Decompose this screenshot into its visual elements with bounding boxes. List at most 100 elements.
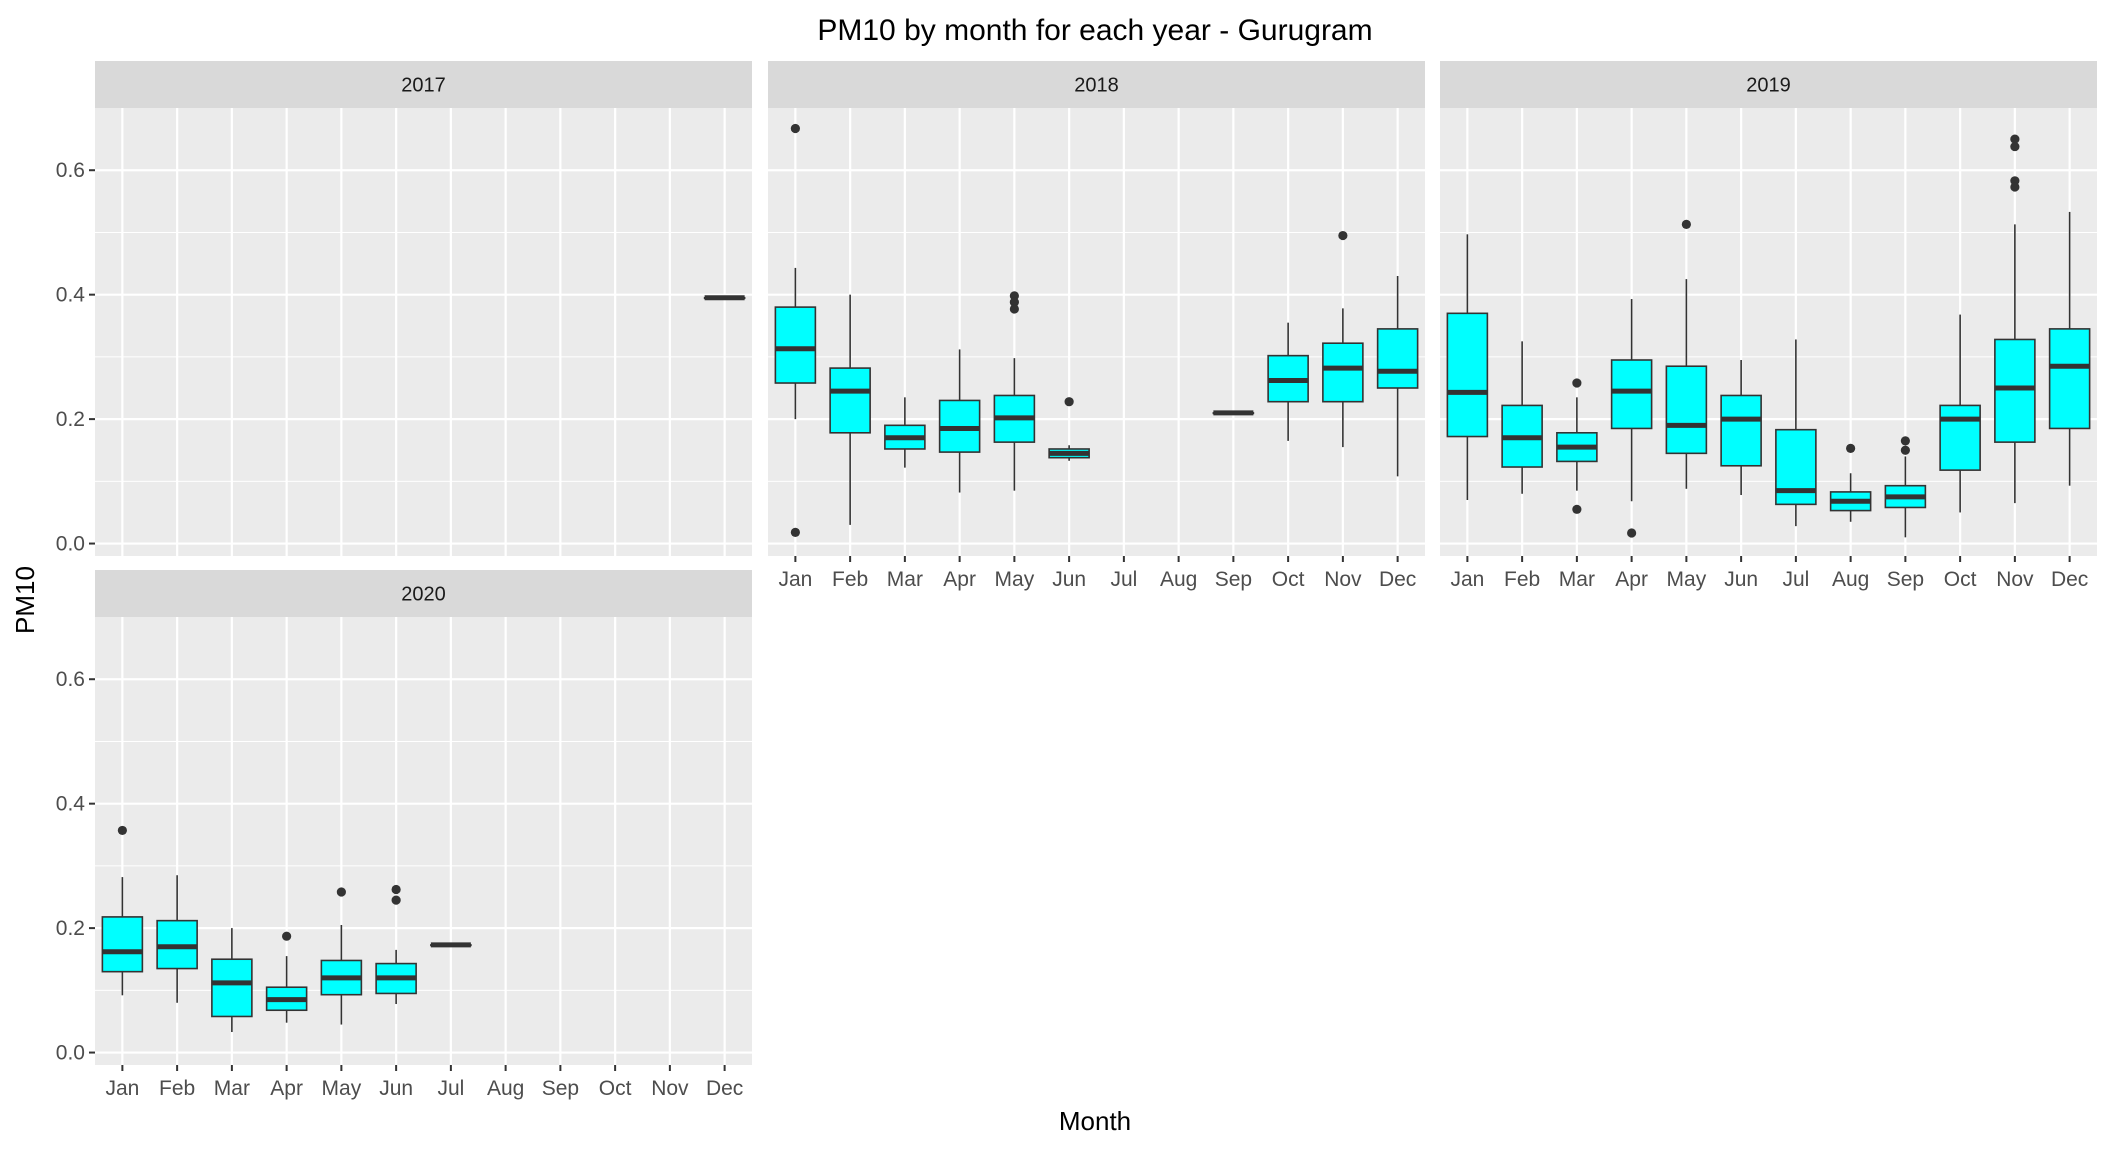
outlier-point [117, 825, 127, 836]
x-tick-label: Feb [832, 568, 868, 591]
facet-strip [768, 61, 1425, 108]
y-tick-label: 0.6 [56, 668, 85, 691]
outlier-point [2010, 141, 2020, 152]
boxplot-2018-dec [1376, 276, 1419, 477]
boxplot-2020-mar [211, 928, 253, 1033]
outlier-point [1627, 528, 1637, 538]
x-tick-label: Apr [270, 1077, 303, 1100]
facet-strip-label: 2020 [401, 584, 446, 606]
facet-strip [1440, 61, 2097, 108]
x-tick-label: May [322, 1077, 362, 1100]
boxplot-2019-apr [1610, 299, 1653, 538]
panels-layer: 2017 0.0 0.2 0.4 0.6 2018 Jan Feb Mar Apr May Jun Ju… [56, 61, 2097, 1100]
outlier-point [1572, 504, 1582, 514]
boxplot-2019-mar [1556, 378, 1598, 514]
outlier-point [282, 931, 292, 941]
x-tick-label: Jul [1782, 568, 1809, 591]
x-tick-label: Jun [1052, 568, 1086, 591]
x-tick-label: Jan [105, 1077, 139, 1100]
outlier-point [2010, 134, 2020, 144]
box-iqr [774, 306, 817, 384]
boxplot-2018-mar [884, 397, 926, 468]
outlier-point [1900, 436, 1910, 446]
box-iqr [2048, 328, 2091, 430]
box-iqr [1446, 312, 1489, 438]
outlier-point [1009, 297, 1019, 307]
box-iqr [1376, 328, 1419, 389]
boxplot-2019-dec [2048, 211, 2091, 486]
facet-strip-label: 2017 [401, 75, 446, 97]
boxplot-2018-oct [1267, 322, 1309, 441]
outlier-point [1900, 445, 1910, 455]
panel-background [768, 108, 1425, 556]
boxplot-2019-may [1665, 219, 1708, 489]
boxplot-2019-jan [1446, 234, 1489, 500]
boxplot-2018-may [993, 291, 1036, 491]
boxplot-2018-jun [1048, 397, 1090, 461]
x-tick-label: Dec [1379, 568, 1416, 591]
x-tick-label: Mar [214, 1077, 250, 1100]
panel-background [95, 617, 752, 1065]
box-iqr [101, 916, 144, 973]
outlier-point [790, 527, 800, 537]
x-tick-label: Aug [487, 1077, 524, 1100]
x-tick-label: May [995, 568, 1035, 591]
x-tick-label: Nov [1996, 568, 2034, 591]
y-tick-label: 0.4 [56, 793, 86, 816]
x-tick-label: Jul [437, 1077, 464, 1100]
y-tick-label: 0.2 [56, 917, 85, 940]
panel-background [1440, 108, 2097, 556]
facet-strip-label: 2019 [1746, 75, 1791, 97]
y-axis-title: PM10 [10, 566, 40, 634]
y-tick-label: 0.2 [56, 408, 85, 431]
x-axis-title: Month [1059, 1106, 1131, 1136]
boxplot-2017-dec [703, 295, 746, 301]
y-tick-label: 0.0 [56, 1042, 85, 1065]
x-tick-label: Oct [1272, 568, 1305, 591]
outlier-point [336, 887, 346, 897]
boxplot-2018-nov [1322, 230, 1364, 448]
box-iqr [829, 367, 871, 434]
outlier-point [1846, 443, 1856, 453]
x-tick-label: Apr [943, 568, 976, 591]
outlier-point [1009, 304, 1019, 314]
boxplot-2020-jan [101, 825, 144, 996]
box-iqr [1665, 365, 1708, 455]
outlier-point [1064, 397, 1074, 407]
x-tick-label: Nov [651, 1077, 689, 1100]
y-tick-label: 0.6 [56, 159, 85, 182]
outlier-point [1572, 378, 1582, 388]
boxplot-2019-aug [1829, 443, 1872, 522]
x-tick-label: Oct [599, 1077, 632, 1100]
x-tick-label: Dec [2051, 568, 2088, 591]
x-tick-label: Feb [1504, 568, 1540, 591]
boxplot-2018-sep [1212, 410, 1255, 416]
x-tick-label: Jan [778, 568, 812, 591]
x-tick-label: Nov [1324, 568, 1362, 591]
outlier-point [2010, 182, 2020, 192]
boxplot-2020-jul [430, 942, 472, 948]
box-iqr [1939, 404, 1981, 471]
x-tick-label: Mar [1559, 568, 1595, 591]
x-tick-label: Jul [1110, 568, 1137, 591]
x-tick-label: Aug [1160, 568, 1197, 591]
x-tick-label: Dec [706, 1077, 743, 1100]
box-iqr [1994, 338, 2036, 443]
outlier-point [391, 895, 401, 905]
y-tick-label: 0.0 [56, 533, 85, 556]
facet-panel-2018: 2018 Jan Feb Mar Apr May Jun Jul Aug Sep Oct Nov Dec [768, 61, 1425, 591]
x-tick-label: Oct [1944, 568, 1977, 591]
x-tick-label: Sep [1215, 568, 1252, 591]
x-tick-label: Sep [1887, 568, 1924, 591]
boxplot-2019-sep [1884, 436, 1927, 538]
x-tick-label: Jan [1450, 568, 1484, 591]
outlier-point [1338, 230, 1348, 241]
outlier-point [1681, 219, 1691, 229]
chart-title: PM10 by month for each year - Gurugram [817, 14, 1372, 47]
x-tick-label: Jun [379, 1077, 413, 1100]
boxplot-2019-jun [1720, 360, 1762, 496]
x-tick-label: Apr [1615, 568, 1648, 591]
y-tick-label: 0.4 [56, 284, 86, 307]
boxplot-2018-jan [774, 123, 817, 537]
